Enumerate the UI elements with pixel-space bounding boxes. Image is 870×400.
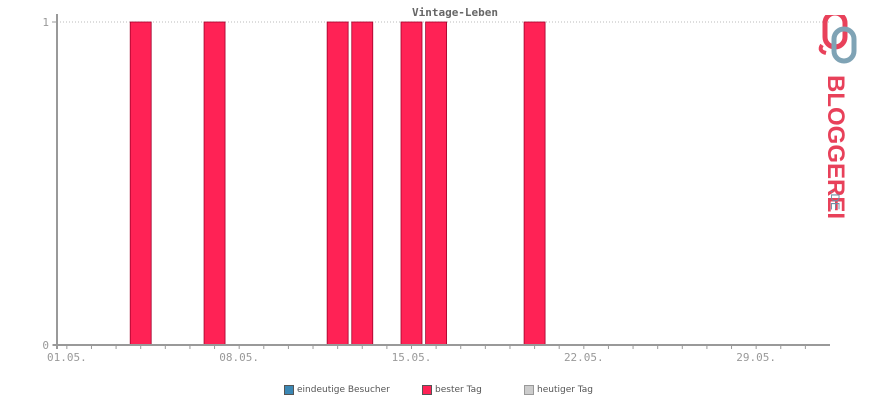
legend-item-visitors: eindeutige Besucher bbox=[284, 385, 390, 395]
legend-item-today: heutiger Tag bbox=[524, 385, 593, 395]
bar-day-20 bbox=[523, 21, 546, 346]
x-tick-label-15.05.: 15.05. bbox=[392, 351, 432, 364]
bar-day-7 bbox=[203, 21, 226, 346]
x-tick-label-08.05.: 08.05. bbox=[219, 351, 259, 364]
logo-text: BLOGGEREI bbox=[822, 75, 849, 219]
x-tick-label-22.05.: 22.05. bbox=[564, 351, 604, 364]
x-tick-label-01.05.: 01.05. bbox=[47, 351, 87, 364]
logo-suffix: .DE bbox=[828, 190, 842, 210]
bloggerei-logo: BLOGGEREI .DE bbox=[818, 15, 857, 219]
x-tick-label-29.05.: 29.05. bbox=[736, 351, 776, 364]
legend-label-visitors: eindeutige Besucher bbox=[297, 385, 390, 395]
legend-swatch-today bbox=[524, 385, 534, 395]
bar-day-4 bbox=[129, 21, 152, 346]
legend-swatch-best-day bbox=[422, 385, 432, 395]
bar-day-13 bbox=[351, 21, 374, 346]
bar-day-16 bbox=[425, 21, 448, 346]
legend-item-best-day: bester Tag bbox=[422, 385, 482, 395]
legend-label-today: heutiger Tag bbox=[537, 385, 594, 395]
bar-day-12 bbox=[326, 21, 349, 346]
logo-icon bbox=[818, 15, 857, 64]
chart-title: Vintage-Leben bbox=[412, 6, 498, 19]
y-tick-label-0: 0 bbox=[42, 339, 49, 352]
legend-swatch-visitors bbox=[284, 385, 294, 395]
y-tick-label-1: 1 bbox=[42, 16, 49, 29]
bar-day-15 bbox=[400, 21, 423, 346]
legend: eindeutige Besucher bester Tag heutiger … bbox=[0, 385, 870, 399]
legend-label-best-day: bester Tag bbox=[435, 385, 482, 395]
